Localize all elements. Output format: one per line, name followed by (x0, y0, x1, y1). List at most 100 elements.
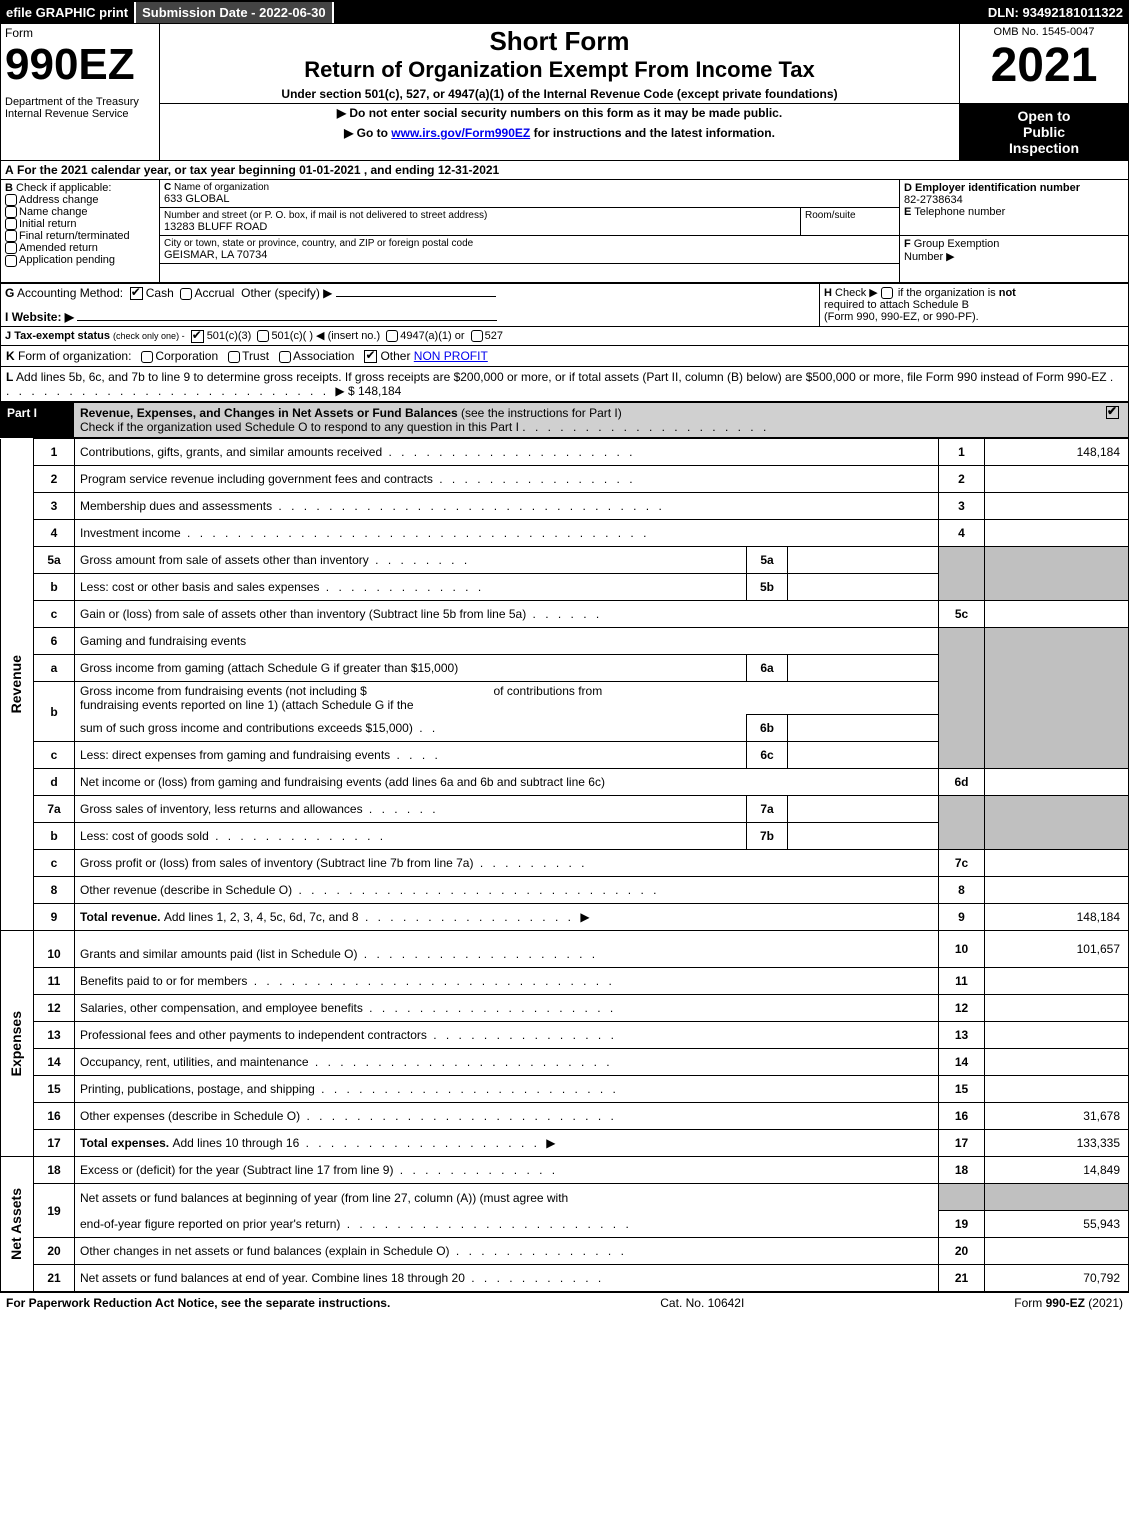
footer-right: Form 990-EZ (2021) (1014, 1296, 1123, 1310)
4947a1-checkbox[interactable] (386, 330, 398, 342)
527-checkbox[interactable] (471, 330, 483, 342)
final-return-checkbox[interactable] (5, 230, 17, 242)
schedule-b-checkbox[interactable] (881, 287, 893, 299)
line15-amount (985, 1076, 1129, 1103)
row-1: Revenue 1 Contributions, gifts, grants, … (1, 439, 1129, 466)
row-11: 11 Benefits paid to or for members . . .… (1, 968, 1129, 995)
expenses-vert-cell: Expenses (1, 931, 34, 1157)
line6c-desc-text: Less: direct expenses from gaming and fu… (80, 748, 390, 762)
line21-num: 21 (34, 1265, 75, 1292)
line6b-desc3: sum of such gross income and contributio… (75, 715, 747, 742)
line19-desc2: end-of-year figure reported on prior yea… (75, 1211, 939, 1238)
label-g: G (5, 286, 14, 300)
line9-amount: 148,184 (985, 904, 1129, 931)
irs-link[interactable]: www.irs.gov/Form990EZ (391, 126, 530, 140)
goto-post: for instructions and the latest informat… (530, 126, 775, 140)
open-to-public-cell: Open to Public Inspection (960, 104, 1129, 161)
line5c-desc-text: Gain or (loss) from sale of assets other… (80, 607, 526, 621)
line13-desc: Professional fees and other payments to … (75, 1022, 939, 1049)
line21-desc: Net assets or fund balances at end of ye… (75, 1265, 939, 1292)
association-checkbox[interactable] (279, 351, 291, 363)
row-4: 4 Investment income . . . . . . . . . . … (1, 520, 1129, 547)
submission-date-label: Submission Date - 2022-06-30 (136, 2, 334, 23)
line6d-rnum: 6d (939, 769, 985, 796)
line5c-amount (985, 601, 1129, 628)
4947a1-label: 4947(a)(1) or (400, 330, 464, 342)
name-change-checkbox[interactable] (5, 206, 17, 218)
ein-label: Employer identification number (915, 182, 1080, 194)
line3-amount (985, 493, 1129, 520)
schedule-o-checkbox[interactable] (1106, 406, 1119, 419)
line7ab-grey (939, 796, 985, 850)
line5a-sub: 5a (747, 547, 788, 574)
accrual-checkbox[interactable] (180, 288, 192, 300)
address-change-checkbox[interactable] (5, 194, 17, 206)
line4-desc: Investment income . . . . . . . . . . . … (75, 520, 939, 547)
501c-checkbox[interactable] (257, 330, 269, 342)
line18-num: 18 (34, 1157, 75, 1184)
row-12: 12 Salaries, other compensation, and emp… (1, 995, 1129, 1022)
amended-return-checkbox[interactable] (5, 242, 17, 254)
row-2: 2 Program service revenue including gove… (1, 466, 1129, 493)
line11-desc: Benefits paid to or for members . . . . … (75, 968, 939, 995)
row-19-bot: end-of-year figure reported on prior yea… (1, 1211, 1129, 1238)
line6-grey-amt (985, 628, 1129, 769)
trust-checkbox[interactable] (228, 351, 240, 363)
other-org-checkbox[interactable] (364, 350, 377, 363)
line13-num: 13 (34, 1022, 75, 1049)
line20-num: 20 (34, 1238, 75, 1265)
line19-desc2-text: end-of-year figure reported on prior yea… (80, 1217, 340, 1231)
label-d: D (904, 182, 912, 194)
line6a-sub: 6a (747, 655, 788, 682)
501c3-checkbox[interactable] (191, 330, 204, 343)
part1-title: Revenue, Expenses, and Changes in Net As… (80, 406, 458, 420)
cash-checkbox[interactable] (130, 287, 143, 300)
section-g-cell: G Accounting Method: Cash Accrual Other … (1, 284, 820, 327)
part1-see: (see the instructions for Part I) (461, 406, 622, 420)
corporation-checkbox[interactable] (141, 351, 153, 363)
line10-amount: 101,657 (985, 931, 1129, 968)
line19-rnum: 19 (939, 1211, 985, 1238)
line6b-desc3-text: sum of such gross income and contributio… (80, 721, 413, 735)
line10-rnum: 10 (939, 931, 985, 968)
line7c-num: c (34, 850, 75, 877)
line9-rnum: 9 (939, 904, 985, 931)
part1-header-table: Part I Revenue, Expenses, and Changes in… (0, 402, 1129, 438)
open-line1: Open to (964, 108, 1124, 124)
row-5c: c Gain or (loss) from sale of assets oth… (1, 601, 1129, 628)
line7b-num: b (34, 823, 75, 850)
line7b-desc-text: Less: cost of goods sold (80, 829, 209, 843)
address-change-label: Address change (19, 194, 99, 206)
line7c-amount (985, 850, 1129, 877)
check-if-applicable: Check if applicable: (16, 182, 111, 194)
part1-line-table: Revenue 1 Contributions, gifts, grants, … (0, 438, 1129, 1292)
accounting-method-label: Accounting Method: (17, 286, 123, 300)
label-b: B (5, 182, 13, 194)
label-l: L (6, 370, 13, 384)
line20-desc: Other changes in net assets or fund bala… (75, 1238, 939, 1265)
line9-num: 9 (34, 904, 75, 931)
line14-desc-text: Occupancy, rent, utilities, and maintena… (80, 1055, 309, 1069)
amended-return-label: Amended return (19, 242, 98, 254)
line7b-subval (788, 823, 939, 850)
other-org-label: Other (380, 349, 410, 363)
h-text2: if the organization is (898, 287, 999, 299)
label-a: A (5, 163, 14, 177)
room-suite-cell: Room/suite (801, 208, 900, 236)
ein-value: 82-2738634 (904, 194, 963, 206)
initial-return-checkbox[interactable] (5, 218, 17, 230)
section-l-amount: 148,184 (358, 384, 401, 398)
line11-num: 11 (34, 968, 75, 995)
efile-print-label[interactable]: efile GRAPHIC print (0, 2, 136, 23)
application-pending-checkbox[interactable] (5, 255, 17, 267)
short-form-title: Short Form (164, 26, 955, 57)
line11-amount (985, 968, 1129, 995)
line20-desc-text: Other changes in net assets or fund bala… (80, 1244, 450, 1258)
footer-right-pre: Form (1014, 1296, 1045, 1310)
omb-number: OMB No. 1545-0047 (964, 26, 1124, 38)
other-org-value[interactable]: NON PROFIT (414, 349, 488, 363)
line5b-desc-text: Less: cost or other basis and sales expe… (80, 580, 319, 594)
line1-num: 1 (34, 439, 75, 466)
line12-desc: Salaries, other compensation, and employ… (75, 995, 939, 1022)
row-7a: 7a Gross sales of inventory, less return… (1, 796, 1129, 823)
